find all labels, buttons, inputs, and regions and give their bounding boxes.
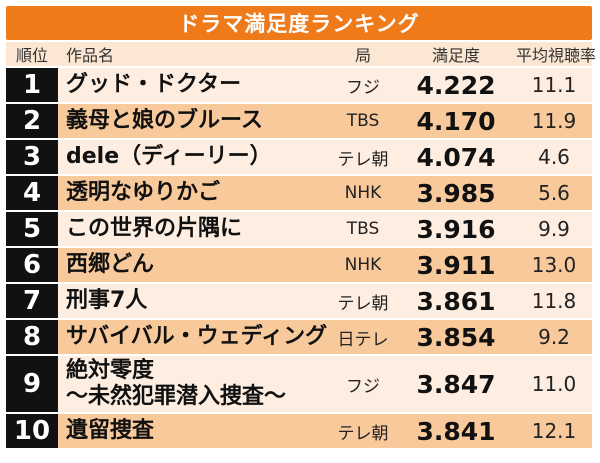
- rank-number: 7: [6, 284, 58, 318]
- table-row: 6 西郷どん NHK 3.911 13.0: [6, 248, 592, 282]
- table-row: 2 義母と娘のブルース TBS 4.170 11.9: [6, 104, 592, 138]
- drama-title: 義母と娘のブルース: [58, 108, 330, 134]
- satisfaction-score: 3.985: [416, 178, 496, 208]
- drama-title-line: 刑事7人: [66, 288, 148, 313]
- average-rating: 4.6: [538, 145, 570, 169]
- satisfaction-score: 4.222: [416, 70, 496, 100]
- page-title: ドラマ満足度ランキング: [178, 12, 420, 36]
- table-row: 7 刑事7人 テレ朝 3.861 11.8: [6, 284, 592, 318]
- table-row: 9 絶対零度 ～未然犯罪潜入捜査～ フジ 3.847 11.0: [6, 356, 592, 412]
- satisfaction-score: 3.916: [416, 214, 496, 244]
- tv-station: テレ朝: [337, 149, 389, 170]
- drama-title-line: dele（ディーリー）: [66, 144, 272, 169]
- table-row: 1 グッド・ドクター フジ 4.222 11.1: [6, 68, 592, 102]
- tv-station: テレ朝: [337, 423, 389, 444]
- average-rating: 11.8: [531, 289, 577, 313]
- tv-station: テレ朝: [337, 293, 389, 314]
- drama-title: この世界の片隅に: [58, 216, 330, 242]
- drama-title-line: グッド・ドクター: [66, 72, 242, 97]
- drama-title-line: 遺留捜査: [66, 418, 155, 443]
- average-rating: 11.0: [531, 372, 577, 396]
- rank-number: 3: [6, 140, 58, 174]
- header-title: 作品名: [66, 46, 115, 65]
- tv-station: TBS: [346, 219, 380, 239]
- table-header: 順位 作品名 局 満足度 平均視聴率: [6, 42, 597, 66]
- tv-station: TBS: [346, 111, 380, 131]
- table-row: 3 dele（ディーリー） テレ朝 4.074 4.6: [6, 140, 592, 174]
- tv-station: NHK: [344, 255, 382, 275]
- drama-title: グッド・ドクター: [58, 72, 330, 98]
- table-row: 8 サバイバル・ウェディング 日テレ 3.854 9.2: [6, 320, 592, 354]
- table-row: 4 透明なゆりかご NHK 3.985 5.6: [6, 176, 592, 210]
- average-rating: 11.1: [531, 73, 577, 97]
- drama-title-line: 西郷どん: [66, 252, 155, 277]
- drama-title-line: サバイバル・ウェディング: [66, 324, 328, 349]
- average-rating: 5.6: [538, 181, 570, 205]
- average-rating: 12.1: [531, 419, 577, 443]
- rank-number: 8: [6, 320, 58, 354]
- average-rating: 11.9: [531, 109, 577, 133]
- drama-title-line: ～未然犯罪潜入捜査～: [66, 384, 287, 409]
- drama-title-line: この世界の片隅に: [66, 216, 243, 241]
- rank-number: 6: [6, 248, 58, 282]
- drama-title-line: 絶対零度: [66, 358, 155, 383]
- satisfaction-score: 4.074: [416, 142, 496, 172]
- table-row: 10 遺留捜査 テレ朝 3.841 12.1: [6, 414, 592, 448]
- rank-number: 4: [6, 176, 58, 210]
- rank-number: 2: [6, 104, 58, 138]
- tv-station: フジ: [346, 376, 380, 397]
- satisfaction-score: 3.841: [416, 416, 496, 446]
- drama-title: 絶対零度 ～未然犯罪潜入捜査～: [58, 358, 330, 410]
- table-body: 1 グッド・ドクター フジ 4.222 11.1 2 義母と娘のブルース TBS 4.170 11…: [6, 68, 592, 450]
- header-station: 局: [354, 46, 371, 65]
- drama-title-line: 義母と娘のブルース: [66, 108, 263, 133]
- rank-number: 10: [6, 414, 58, 448]
- rank-number: 5: [6, 212, 58, 246]
- table-row: 5 この世界の片隅に TBS 3.916 9.9: [6, 212, 592, 246]
- title-banner: ドラマ満足度ランキング: [6, 6, 592, 40]
- header-rank: 順位: [15, 46, 48, 65]
- rank-number: 1: [6, 68, 58, 102]
- satisfaction-score: 3.854: [416, 322, 496, 352]
- drama-title: dele（ディーリー）: [58, 144, 330, 170]
- satisfaction-score: 4.170: [416, 106, 496, 136]
- drama-title: 遺留捜査: [58, 418, 330, 444]
- satisfaction-score: 3.847: [416, 369, 496, 399]
- drama-title-line: 透明なゆりかご: [66, 180, 221, 205]
- tv-station: NHK: [344, 183, 382, 203]
- satisfaction-score: 3.911: [416, 250, 496, 280]
- tv-station: 日テレ: [337, 329, 389, 350]
- average-rating: 9.9: [538, 217, 570, 241]
- drama-title: 透明なゆりかご: [58, 180, 330, 206]
- drama-title: 刑事7人: [58, 288, 330, 314]
- average-rating: 9.2: [538, 325, 570, 349]
- average-rating: 13.0: [531, 253, 577, 277]
- header-score: 満足度: [431, 46, 480, 65]
- drama-title: 西郷どん: [58, 252, 330, 278]
- satisfaction-score: 3.861: [416, 286, 496, 316]
- rank-number: 9: [6, 356, 58, 412]
- header-rating: 平均視聴率: [516, 46, 597, 65]
- tv-station: フジ: [346, 77, 380, 98]
- drama-title: サバイバル・ウェディング: [58, 324, 330, 350]
